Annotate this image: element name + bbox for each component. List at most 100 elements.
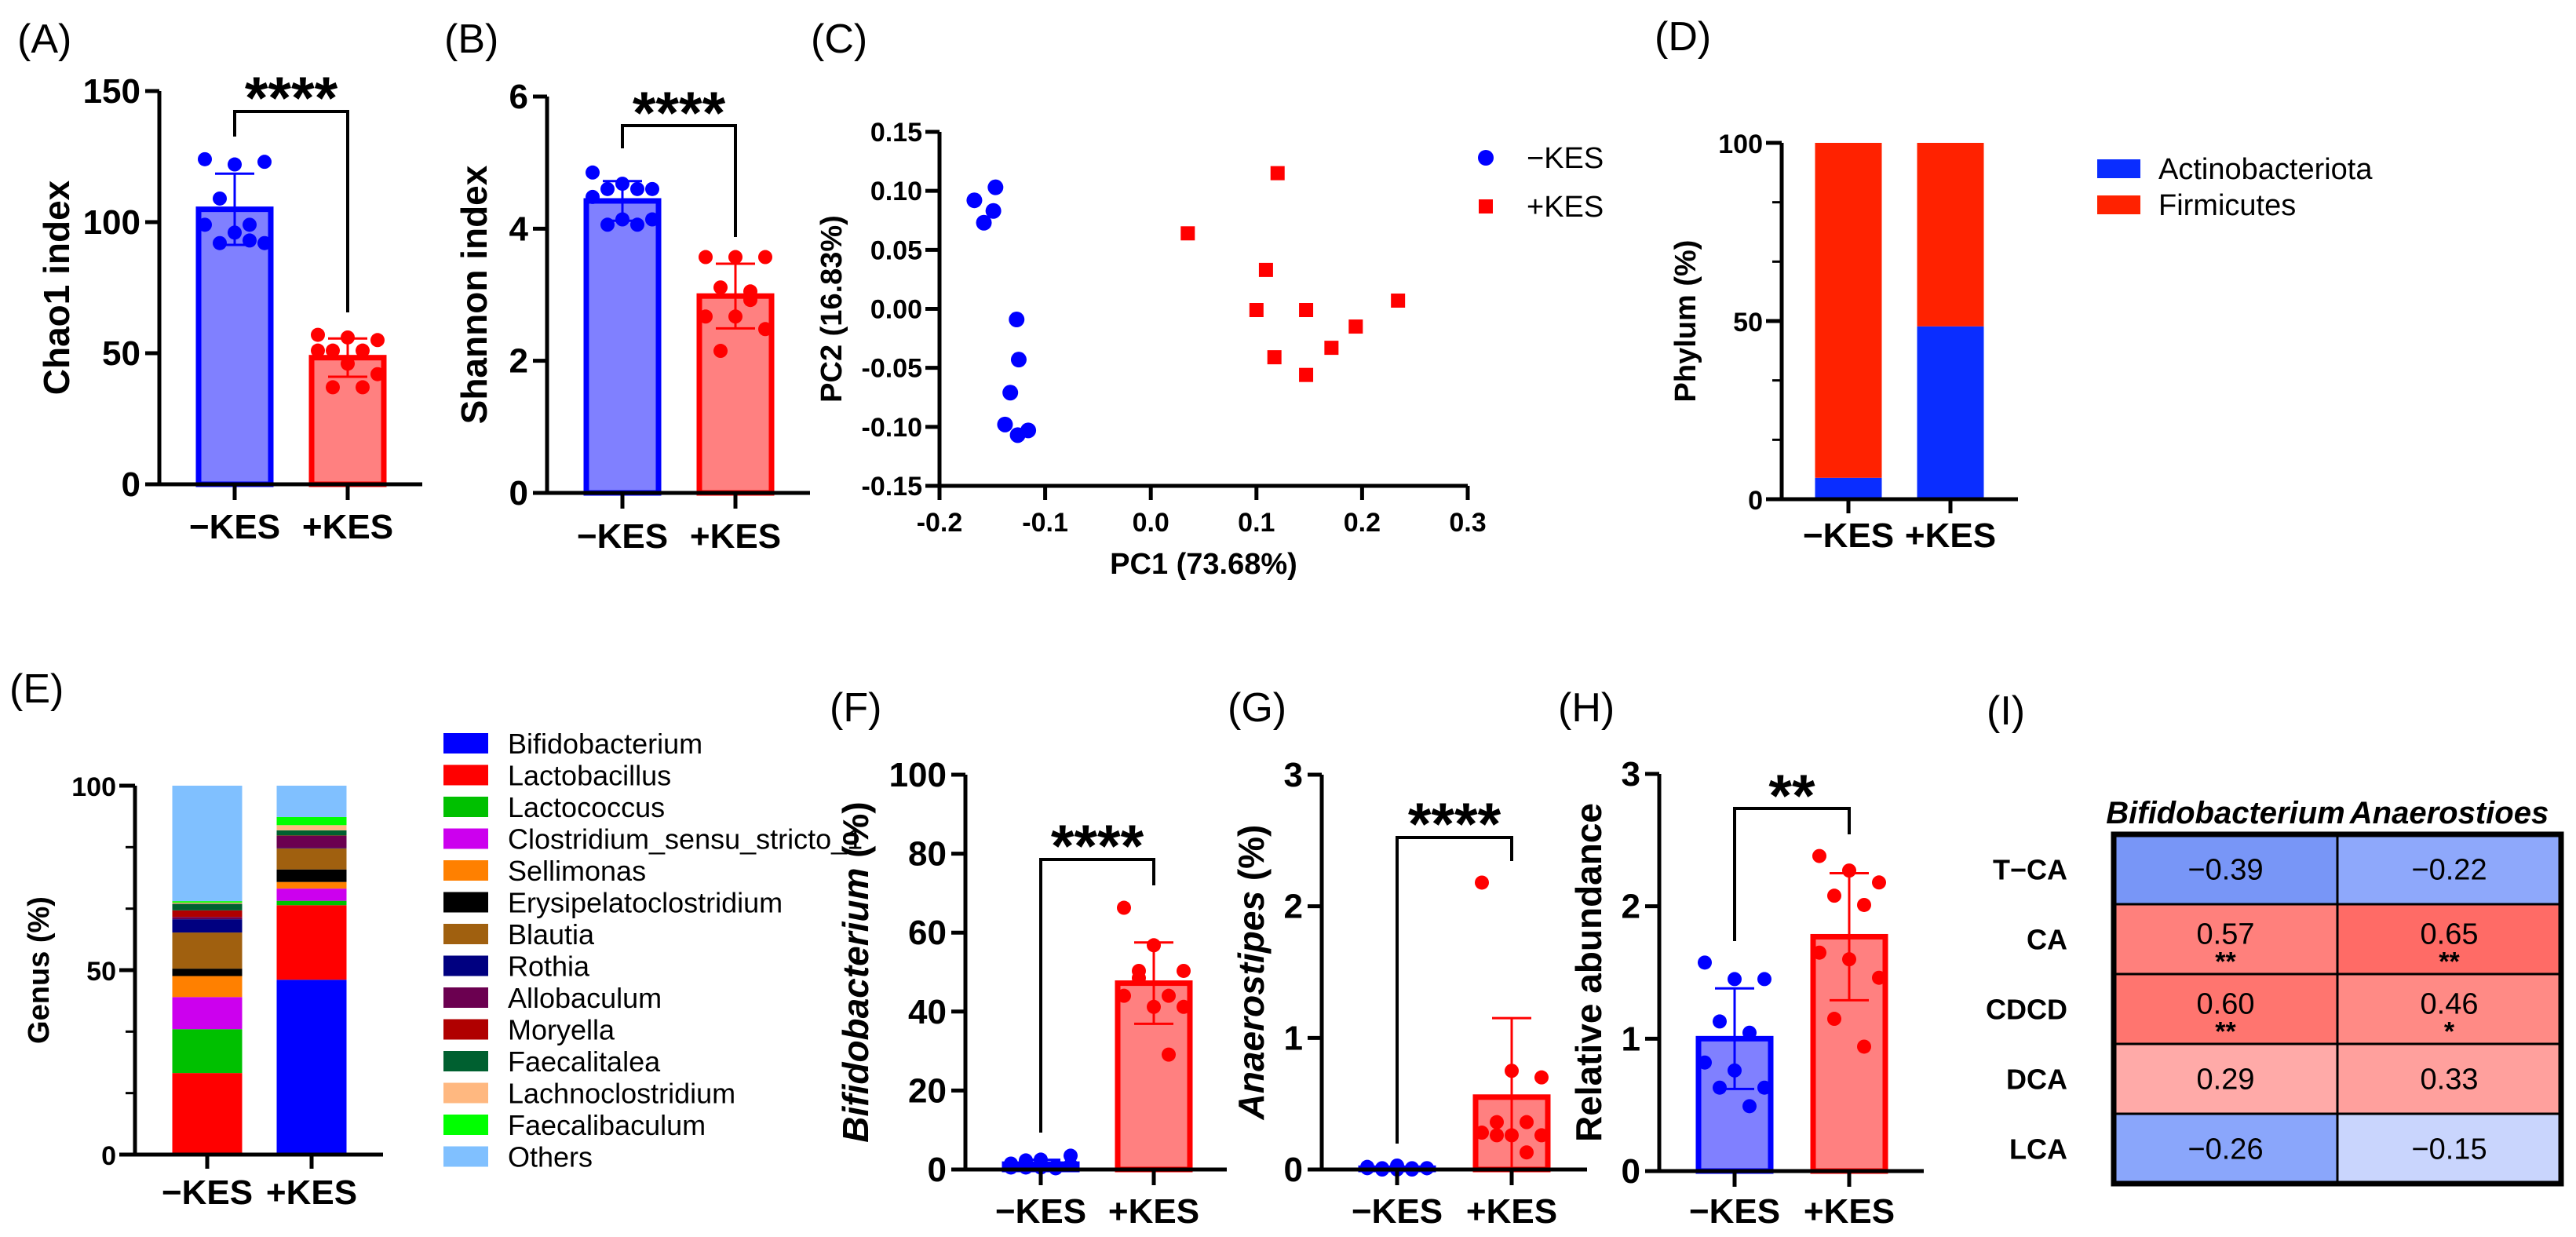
y-tick-label: 20 bbox=[908, 1071, 947, 1110]
y-axis-label-main: PC2 (16.83%) bbox=[815, 215, 848, 403]
y-tick-label: 2 bbox=[1284, 888, 1303, 926]
data-point bbox=[243, 233, 257, 248]
y-tick-label: 100 bbox=[83, 203, 140, 242]
y-tick-label: -0.05 bbox=[862, 354, 923, 384]
data-point bbox=[370, 333, 385, 348]
x-tick-label: +KES bbox=[1466, 1192, 1557, 1231]
y-tick-label: 0 bbox=[509, 474, 528, 513]
stacked-segment-faecalibaculum bbox=[172, 901, 243, 903]
x-tick-label: -0.1 bbox=[1022, 508, 1068, 538]
bar-minus-kes bbox=[195, 206, 274, 487]
data-point bbox=[213, 191, 227, 206]
data-point bbox=[1757, 972, 1771, 987]
legend-swatch bbox=[2097, 159, 2140, 178]
data-point bbox=[1132, 971, 1146, 986]
stacked-segment-lachnoclostridium bbox=[276, 825, 347, 830]
cell-significance: ** bbox=[2215, 1017, 2236, 1047]
data-point bbox=[341, 356, 355, 371]
heatmap-cell bbox=[2112, 972, 2339, 1045]
data-point bbox=[1728, 972, 1742, 987]
stacked-segment-moryella bbox=[172, 910, 243, 918]
legend-label: Lactobacillus bbox=[508, 760, 671, 792]
data-point bbox=[1742, 1099, 1757, 1114]
legend-swatch bbox=[443, 828, 488, 849]
cell-value: 0.33 bbox=[2421, 1064, 2479, 1097]
data-point bbox=[1857, 897, 1871, 912]
x-tick-label: +KES bbox=[1804, 1192, 1895, 1231]
legend-swatch bbox=[443, 955, 488, 976]
legend-label: Lachnoclostridium bbox=[508, 1078, 735, 1110]
x-tick-label: 0.2 bbox=[1344, 508, 1381, 538]
y-tick-label: 50 bbox=[102, 334, 140, 373]
stacked-segment-faecalibaculum bbox=[276, 816, 347, 826]
x-tick-label: +KES bbox=[266, 1173, 357, 1212]
y-axis-label-unit: (%) bbox=[1231, 825, 1272, 891]
data-point bbox=[311, 327, 325, 342]
cell-value: 0.46 bbox=[2421, 988, 2479, 1021]
y-tick-label: 150 bbox=[83, 72, 140, 111]
y-axis-label-main: Phylum (%) bbox=[1669, 240, 1702, 403]
y-axis-label-main: Chao1 index bbox=[36, 180, 77, 395]
cell-significance: ** bbox=[2215, 947, 2236, 977]
data-point bbox=[1827, 1012, 1841, 1027]
x-axis-label: PC1 (73.68%) bbox=[1110, 548, 1297, 581]
row-label: CDCD bbox=[1986, 994, 2067, 1026]
legend-marker bbox=[1478, 150, 1494, 166]
data-point bbox=[976, 214, 992, 231]
y-tick-label: 3 bbox=[1622, 755, 1640, 794]
legend-label: Moryella bbox=[508, 1014, 615, 1046]
data-point bbox=[645, 212, 659, 227]
heatmap-cell bbox=[2336, 833, 2563, 906]
y-tick-label: 1 bbox=[1284, 1019, 1303, 1057]
data-point bbox=[1698, 1055, 1712, 1070]
data-point bbox=[1475, 875, 1489, 890]
y-tick-label: 0 bbox=[122, 465, 140, 504]
panel-I: (I) Bifidobacterium Anaerostioes T−CA −0.39 −… bbox=[1986, 688, 2564, 1187]
data-point bbox=[1742, 1025, 1757, 1040]
stacked-segment-blautia bbox=[172, 932, 243, 969]
panel-B: (B) 0 2 4 6 −KES +KES Shannon index **** bbox=[444, 16, 810, 556]
y-axis-label: Phylum (%) bbox=[1669, 240, 1702, 403]
y-axis-label-main: Genus (%) bbox=[23, 896, 56, 1044]
y-axis-label-unit: (%) bbox=[835, 801, 876, 867]
x-tick-label: −KES bbox=[1689, 1192, 1780, 1231]
data-point bbox=[1520, 1145, 1534, 1160]
x-tick-label: +KES bbox=[302, 508, 393, 546]
y-tick-label: 100 bbox=[71, 772, 116, 802]
y-tick-label: 80 bbox=[908, 835, 947, 874]
data-point bbox=[1064, 1148, 1078, 1163]
data-point bbox=[356, 343, 370, 358]
row-label: DCA bbox=[2006, 1064, 2067, 1096]
panel-label: (H) bbox=[1558, 685, 1615, 731]
y-tick-label: 1 bbox=[1622, 1020, 1640, 1058]
y-tick-label: 4 bbox=[509, 210, 529, 248]
panel-D: (D) −KES +KES 0 50 100 Phylum (%) Actinobacteri… bbox=[1655, 14, 2373, 555]
significance-bracket bbox=[233, 110, 349, 312]
data-point bbox=[1010, 352, 1027, 368]
panel-A: (A) 0 50 100 150 −KES +KES Chao1 index **** bbox=[17, 16, 422, 546]
x-tick-label: -0.2 bbox=[917, 508, 963, 538]
significance-stars: ** bbox=[1768, 763, 1815, 830]
x-tick-label: −KES bbox=[577, 517, 668, 556]
legend-swatch bbox=[443, 924, 488, 944]
y-axis-label: Chao1 index bbox=[36, 180, 77, 395]
column-header: Bifidobacterium bbox=[2106, 796, 2344, 830]
data-point bbox=[645, 181, 659, 196]
data-point bbox=[1270, 166, 1285, 181]
cell-significance: ** bbox=[2439, 947, 2460, 977]
data-point bbox=[1391, 293, 1406, 308]
legend-label: Bifidobacterium bbox=[508, 728, 702, 760]
panel-label: (E) bbox=[9, 666, 64, 712]
panel-F: (F) 0 20 40 60 80 100 −KES +KES Bifidobacterium (… bbox=[830, 685, 1227, 1231]
legend-label: Lactococcus bbox=[508, 791, 665, 823]
data-point bbox=[1872, 970, 1886, 985]
significance-bracket bbox=[1733, 807, 1851, 941]
y-tick-label: 0.10 bbox=[870, 177, 922, 206]
data-point bbox=[699, 250, 713, 265]
stacked-segment-actinobacteriota bbox=[1917, 326, 1984, 499]
cell-value: −0.26 bbox=[2187, 1133, 2263, 1166]
data-point bbox=[1002, 385, 1019, 401]
y-tick-label: 2 bbox=[509, 342, 528, 381]
cell-value: −0.22 bbox=[2411, 854, 2487, 887]
